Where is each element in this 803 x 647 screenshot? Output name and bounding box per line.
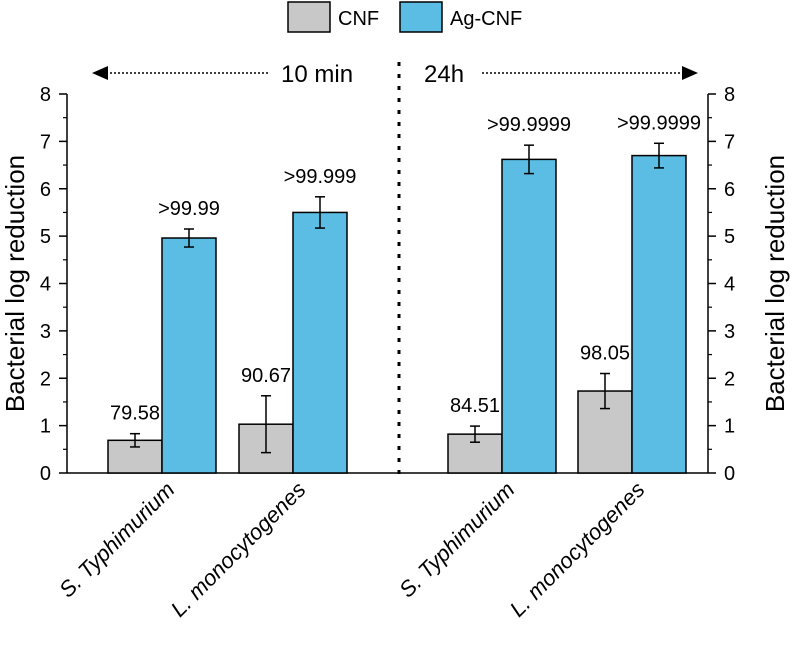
p1-y-tick-label-5: 5 bbox=[40, 226, 51, 248]
panel-10min: 0 1 2 3 4 5 6 7 8 Bacterial log reduction 79.58 >99… bbox=[0, 84, 399, 622]
p1-bar-ag-cnf-l-monocytogenes bbox=[292, 211, 348, 474]
p2-y-tick-label-2: 2 bbox=[724, 368, 735, 390]
legend-label-ag-cnf: Ag-CNF bbox=[450, 8, 522, 30]
p2-y-tick-label-3: 3 bbox=[724, 321, 735, 343]
p1-data-label-ag-cnf-l-monocytogenes: >99.999 bbox=[284, 166, 357, 188]
p2-category-label-s-typhimurium: S. Typhimurium bbox=[394, 477, 519, 602]
p2-bar-ag-cnf-s-typhimurium bbox=[501, 158, 557, 474]
p1-y-tick-label-3: 3 bbox=[40, 321, 51, 343]
legend-label-cnf: CNF bbox=[338, 8, 379, 30]
p2-y-tick-label-4: 4 bbox=[724, 274, 735, 296]
p1-y-tick-label-7: 7 bbox=[40, 131, 51, 153]
p2-category-label-l-monocytogenes: L. monocytogenes bbox=[505, 477, 650, 622]
p2-bar-ag-cnf-l-monocytogenes bbox=[631, 154, 687, 474]
p1-y-tick-label-4: 4 bbox=[40, 274, 51, 296]
p1-data-label-ag-cnf-s-typhimurium: >99.99 bbox=[158, 198, 220, 220]
p2-data-label-ag-cnf-s-typhimurium: >99.9999 bbox=[487, 114, 571, 136]
p2-y-tick-label-5: 5 bbox=[724, 226, 735, 248]
legend-swatch-ag-cnf bbox=[399, 1, 443, 33]
p1-category-label-s-typhimurium: S. Typhimurium bbox=[54, 477, 179, 602]
p2-y-tick-label-0: 0 bbox=[724, 463, 735, 485]
p2-data-label-cnf-l-monocytogenes: 98.05 bbox=[580, 343, 630, 365]
p1-y-tick-label-1: 1 bbox=[40, 416, 51, 438]
p2-data-label-cnf-s-typhimurium: 84.51 bbox=[450, 395, 500, 417]
p2-y-tick-label-8: 8 bbox=[724, 84, 735, 106]
p2-y-tick-label-6: 6 bbox=[724, 179, 735, 201]
p1-y-axis-title: Bacterial log reduction bbox=[0, 155, 30, 412]
p2-data-label-ag-cnf-l-monocytogenes: >99.9999 bbox=[617, 112, 701, 134]
legend: CNF Ag-CNF bbox=[287, 1, 522, 33]
p1-data-label-cnf-s-typhimurium: 79.58 bbox=[110, 403, 160, 425]
p1-data-label-cnf-l-monocytogenes: 90.67 bbox=[241, 365, 291, 387]
time-label-24h: 24h bbox=[424, 61, 464, 88]
p1-y-tick-label-8: 8 bbox=[40, 84, 51, 106]
p2-y-axis-title: Bacterial log reduction bbox=[760, 155, 790, 412]
p2-y-tick-label-7: 7 bbox=[724, 131, 735, 153]
left-arrowhead bbox=[92, 66, 108, 80]
p1-y-tick-label-2: 2 bbox=[40, 368, 51, 390]
time-label-10min: 10 min bbox=[281, 61, 353, 88]
p1-y-tick-label-6: 6 bbox=[40, 179, 51, 201]
time-annotations: 10 min 24h bbox=[92, 61, 698, 88]
right-arrowhead bbox=[682, 66, 698, 80]
p2-y-tick-label-1: 1 bbox=[724, 416, 735, 438]
p1-category-label-l-monocytogenes: L. monocytogenes bbox=[166, 477, 311, 622]
p1-y-tick-label-0: 0 bbox=[40, 463, 51, 485]
p1-bar-ag-cnf-s-typhimurium bbox=[161, 237, 217, 474]
panel-24h: 0 1 2 3 4 5 6 7 8 Bacterial log reduction 84.51 >99… bbox=[394, 84, 790, 622]
legend-swatch-cnf bbox=[287, 1, 331, 33]
